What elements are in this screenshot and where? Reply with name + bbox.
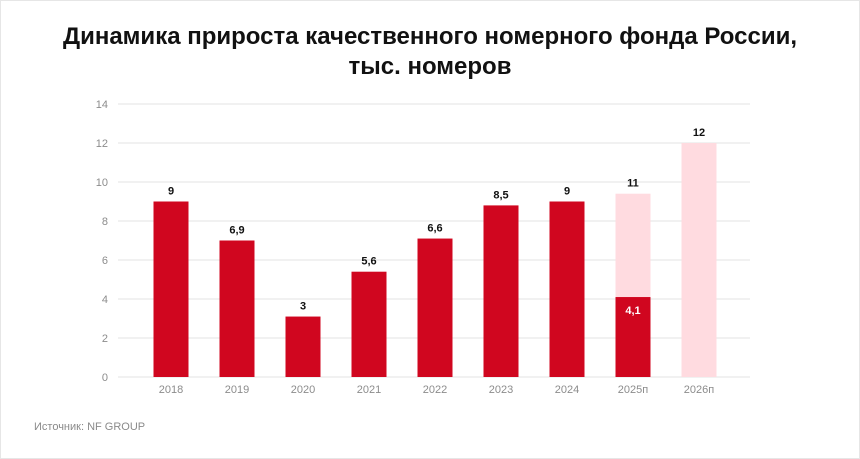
data-label-actual: 9 [168,186,174,198]
forecast-bar [681,143,717,377]
data-label-actual: 3 [300,301,306,313]
actual-bar [153,201,189,377]
data-label-actual: 6,6 [427,223,442,235]
y-tick-label: 2 [102,333,108,345]
chart-title-line-1: Динамика прироста качественного номерног… [62,23,797,50]
y-tick-label: 4 [102,294,108,306]
actual-bar [615,297,651,377]
y-tick-label: 14 [96,99,108,111]
x-tick-label: 2018 [159,384,183,396]
x-tick-label: 2026п [684,384,714,396]
actual-bar [483,205,519,377]
x-tick-label: 2019 [225,384,249,396]
y-tick-label: 6 [102,255,108,267]
actual-bar [219,240,255,377]
data-label-actual: 8,5 [493,189,508,201]
x-tick-label: 2025п [618,384,648,396]
x-tick-label: 2022 [423,384,447,396]
x-tick-label: 2020 [291,384,315,396]
source-note: Источник: NF GROUP [34,421,146,433]
y-tick-label: 8 [102,216,108,228]
chart-title-line-2: тыс. номеров [348,53,512,80]
y-tick-label: 12 [96,138,108,150]
x-tick-label: 2023 [489,384,513,396]
actual-bar [417,238,453,377]
data-label-forecast: 12 [693,127,705,139]
actual-bar [549,201,585,377]
data-label-actual: 9 [564,186,570,198]
data-label-actual: 4,1 [625,305,640,317]
actual-bar [351,271,387,377]
actual-bar [285,316,321,377]
chart-title: Динамика прироста качественного номерног… [0,22,860,82]
x-tick-label: 2021 [357,384,381,396]
y-tick-label: 0 [102,372,108,384]
y-tick-label: 10 [96,177,108,189]
data-label-actual: 6,9 [229,225,244,237]
data-label-actual: 5,6 [361,256,376,268]
data-label-forecast: 11 [627,178,639,190]
x-tick-label: 2024 [555,384,579,396]
